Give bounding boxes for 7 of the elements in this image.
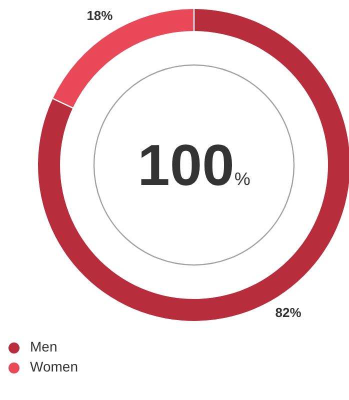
data-label: 82% bbox=[275, 305, 302, 320]
data-label: 18% bbox=[86, 8, 114, 23]
donut-slice bbox=[38, 9, 349, 321]
legend-label: Men bbox=[30, 338, 58, 355]
legend-label: Women bbox=[30, 358, 78, 375]
text: 100% bbox=[138, 133, 250, 198]
donut-slice bbox=[53, 9, 194, 108]
